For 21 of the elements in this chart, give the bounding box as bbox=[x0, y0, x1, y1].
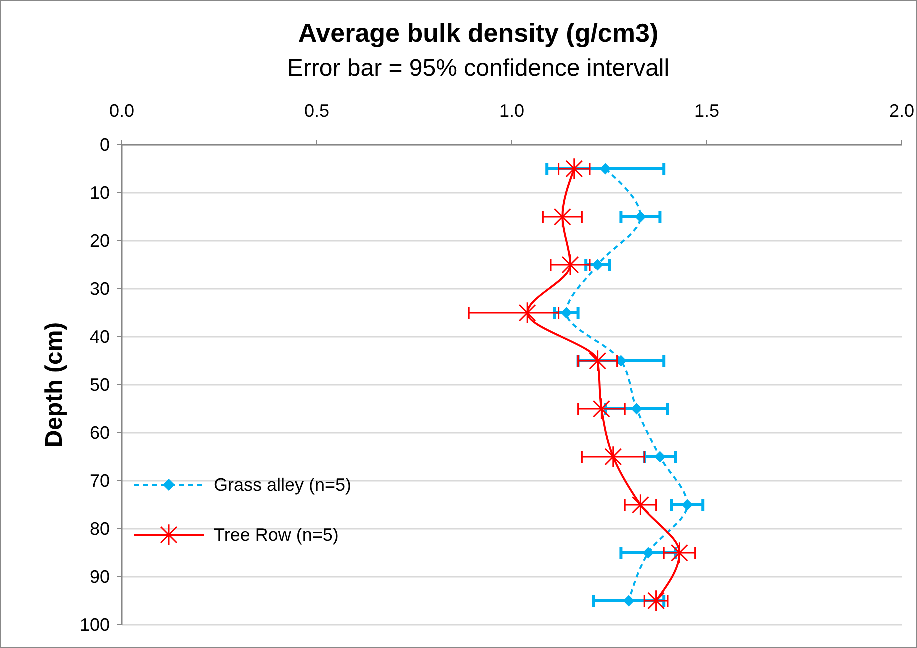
legend-label: Grass alley (n=5) bbox=[214, 475, 352, 495]
x-tick-label: 0.5 bbox=[304, 101, 330, 121]
chart-subtitle: Error bar = 95% confidence intervall bbox=[287, 55, 670, 82]
y-tick-label: 90 bbox=[90, 567, 110, 587]
y-tick-label: 70 bbox=[90, 471, 110, 491]
y-tick-label: 60 bbox=[90, 423, 110, 443]
y-tick-label: 0 bbox=[100, 135, 110, 155]
x-tick-label: 2.0 bbox=[889, 101, 915, 121]
y-tick-label: 10 bbox=[90, 183, 110, 203]
x-tick-label: 1.5 bbox=[694, 101, 720, 121]
x-tick-label: 0.0 bbox=[109, 101, 135, 121]
y-tick-label: 30 bbox=[90, 279, 110, 299]
x-tick-label: 1.0 bbox=[499, 101, 525, 121]
y-tick-label: 100 bbox=[80, 615, 110, 635]
y-tick-label: 40 bbox=[90, 327, 110, 347]
y-tick-label: 20 bbox=[90, 231, 110, 251]
y-axis-title: Depth (cm) bbox=[41, 322, 68, 448]
y-tick-label: 50 bbox=[90, 375, 110, 395]
y-tick-label: 80 bbox=[90, 519, 110, 539]
legend-label: Tree Row (n=5) bbox=[214, 525, 339, 545]
chart-title: Average bulk density (g/cm3) bbox=[298, 18, 659, 48]
